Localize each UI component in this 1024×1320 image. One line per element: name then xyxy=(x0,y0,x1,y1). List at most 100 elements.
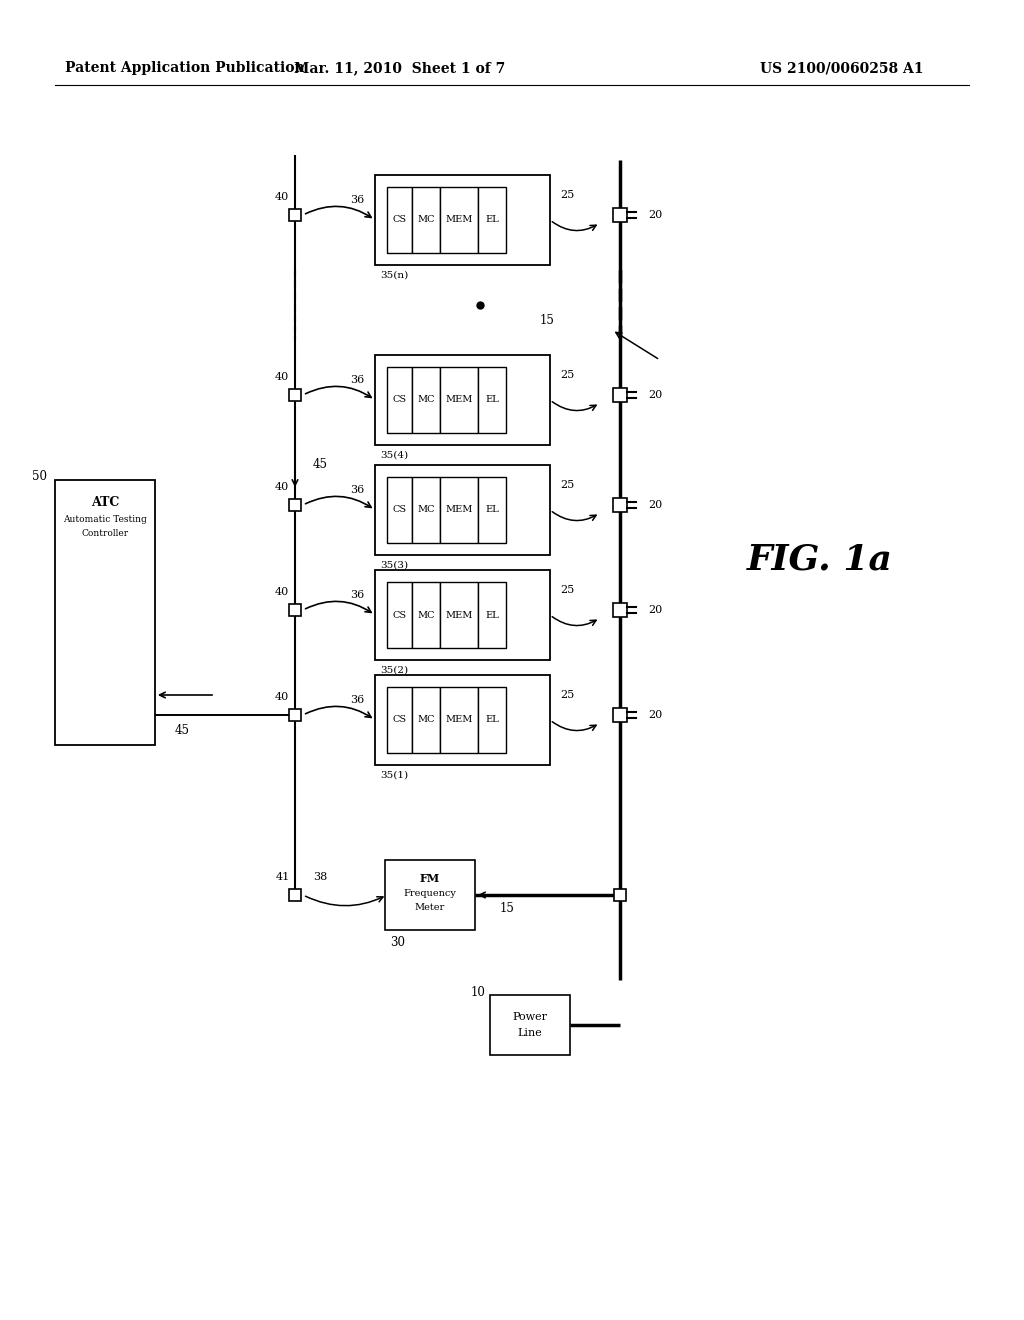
Text: 20: 20 xyxy=(648,389,663,400)
Bar xyxy=(375,176,550,265)
Text: EL: EL xyxy=(485,396,499,404)
Text: CS: CS xyxy=(392,506,407,515)
Text: 35(4): 35(4) xyxy=(380,450,409,459)
Text: 50: 50 xyxy=(32,470,47,483)
Text: 10: 10 xyxy=(470,986,485,998)
Bar xyxy=(478,686,506,752)
Text: Meter: Meter xyxy=(415,903,445,912)
Bar xyxy=(289,605,301,616)
Bar xyxy=(613,708,627,722)
Bar xyxy=(490,995,570,1055)
Text: 40: 40 xyxy=(274,191,289,202)
Text: 36: 36 xyxy=(350,375,365,385)
Text: MC: MC xyxy=(417,506,435,515)
Text: Power: Power xyxy=(512,1012,548,1022)
Text: MEM: MEM xyxy=(445,610,473,619)
Text: MC: MC xyxy=(417,715,435,725)
Bar xyxy=(375,465,550,554)
Bar xyxy=(613,209,627,222)
Text: 45: 45 xyxy=(175,723,190,737)
Bar xyxy=(478,367,506,433)
Text: 36: 36 xyxy=(350,484,365,495)
Text: 35(n): 35(n) xyxy=(380,271,409,280)
Text: 40: 40 xyxy=(274,482,289,492)
Bar xyxy=(440,582,478,648)
Text: 25: 25 xyxy=(560,690,574,700)
Bar xyxy=(375,355,550,445)
Bar xyxy=(412,187,440,253)
Bar xyxy=(478,187,506,253)
Text: Line: Line xyxy=(517,1028,543,1038)
Text: EL: EL xyxy=(485,215,499,224)
Text: 35(2): 35(2) xyxy=(380,665,409,675)
Text: MEM: MEM xyxy=(445,715,473,725)
Text: Patent Application Publication: Patent Application Publication xyxy=(65,61,304,75)
Text: 20: 20 xyxy=(648,210,663,220)
Bar xyxy=(613,498,627,512)
Bar xyxy=(289,209,301,220)
Text: 36: 36 xyxy=(350,195,365,205)
Text: 40: 40 xyxy=(274,372,289,381)
Text: 45: 45 xyxy=(313,458,328,471)
Text: CS: CS xyxy=(392,396,407,404)
Bar xyxy=(440,367,478,433)
Text: MC: MC xyxy=(417,215,435,224)
Text: FIG. 1a: FIG. 1a xyxy=(748,543,893,577)
Text: 40: 40 xyxy=(274,692,289,702)
Text: Controller: Controller xyxy=(82,529,129,539)
Text: 20: 20 xyxy=(648,500,663,510)
Bar xyxy=(289,389,301,401)
Bar xyxy=(387,582,412,648)
Text: 36: 36 xyxy=(350,696,365,705)
Text: ATC: ATC xyxy=(91,495,119,508)
Bar xyxy=(440,477,478,543)
Bar xyxy=(375,675,550,766)
Bar xyxy=(289,499,301,511)
Text: CS: CS xyxy=(392,715,407,725)
Text: MC: MC xyxy=(417,396,435,404)
Bar xyxy=(478,477,506,543)
Text: 25: 25 xyxy=(560,370,574,380)
Text: MC: MC xyxy=(417,610,435,619)
Text: 41: 41 xyxy=(275,873,290,882)
Text: MEM: MEM xyxy=(445,396,473,404)
Text: 30: 30 xyxy=(390,936,406,949)
Text: CS: CS xyxy=(392,215,407,224)
Bar xyxy=(614,888,626,902)
Bar xyxy=(385,861,475,931)
Text: 25: 25 xyxy=(560,190,574,201)
Text: EL: EL xyxy=(485,506,499,515)
Text: 40: 40 xyxy=(274,587,289,597)
Text: 25: 25 xyxy=(560,585,574,595)
Text: Automatic Testing: Automatic Testing xyxy=(63,516,146,524)
Text: 25: 25 xyxy=(560,480,574,490)
Bar xyxy=(387,367,412,433)
Text: EL: EL xyxy=(485,610,499,619)
Bar xyxy=(613,388,627,403)
Text: CS: CS xyxy=(392,610,407,619)
Bar xyxy=(412,686,440,752)
Bar xyxy=(412,367,440,433)
Text: 20: 20 xyxy=(648,710,663,719)
Text: 20: 20 xyxy=(648,605,663,615)
Text: US 2100/0060258 A1: US 2100/0060258 A1 xyxy=(760,61,924,75)
Text: EL: EL xyxy=(485,715,499,725)
Text: 36: 36 xyxy=(350,590,365,601)
Bar xyxy=(375,570,550,660)
Bar xyxy=(440,686,478,752)
Bar xyxy=(387,477,412,543)
Bar xyxy=(412,582,440,648)
Bar xyxy=(613,603,627,616)
Text: Frequency: Frequency xyxy=(403,888,457,898)
Bar xyxy=(478,582,506,648)
Text: 15: 15 xyxy=(500,903,515,916)
Bar xyxy=(387,686,412,752)
Text: 35(3): 35(3) xyxy=(380,561,409,569)
Text: 35(1): 35(1) xyxy=(380,771,409,780)
Text: MEM: MEM xyxy=(445,215,473,224)
Bar xyxy=(289,888,301,902)
Bar xyxy=(387,187,412,253)
Text: FM: FM xyxy=(420,873,440,883)
Bar xyxy=(440,187,478,253)
Text: Mar. 11, 2010  Sheet 1 of 7: Mar. 11, 2010 Sheet 1 of 7 xyxy=(294,61,506,75)
